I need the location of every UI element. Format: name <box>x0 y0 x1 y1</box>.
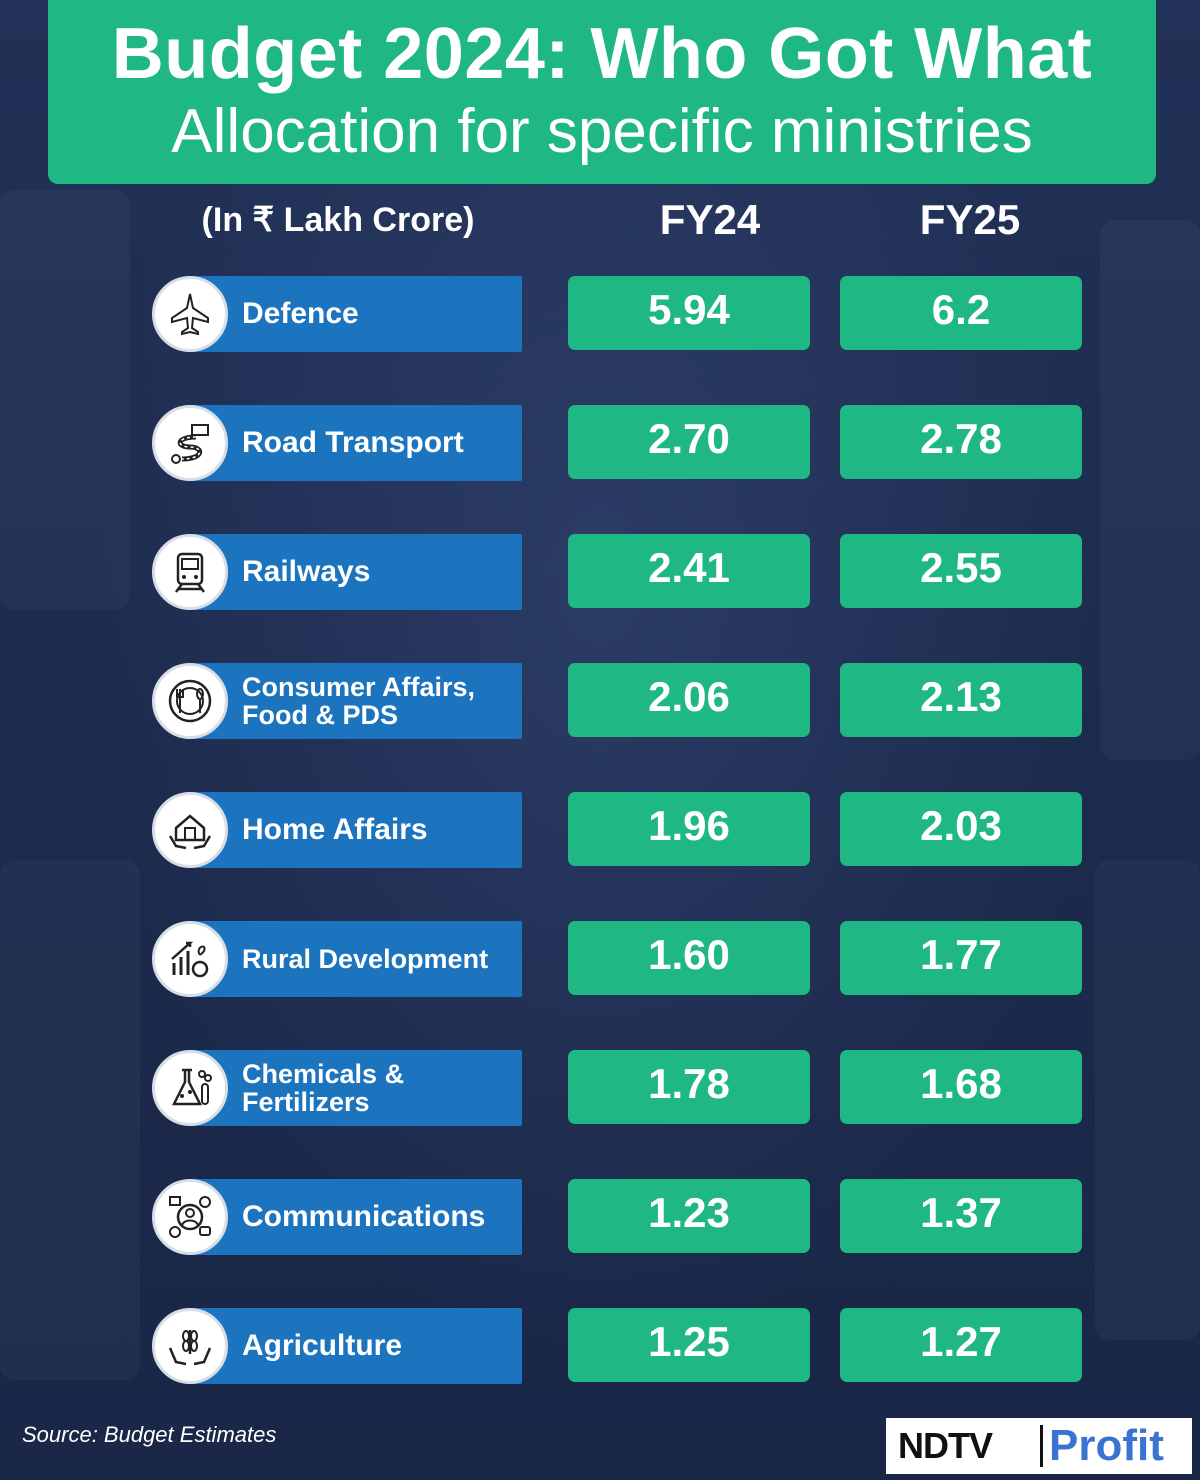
value-fy25: 2.55 <box>840 534 1082 608</box>
train-icon-graphic <box>175 552 205 593</box>
table-row: Chemicals & Fertilizers 1.78 1.68 <box>0 1050 1200 1128</box>
wheat-hands-icon-graphic <box>168 1330 212 1366</box>
fighter-jet-icon <box>152 276 228 352</box>
source-note: Source: Budget Estimates <box>22 1422 277 1447</box>
ministry-name: Railways <box>242 555 371 588</box>
fighter-jet-icon-graphic <box>171 293 209 336</box>
logo-separator <box>1040 1425 1043 1467</box>
logo-profit-text: Profit <box>1049 1421 1164 1470</box>
wheat-hands-icon <box>152 1308 228 1384</box>
value-fy25: 2.78 <box>840 405 1082 479</box>
plate-cutlery-icon <box>152 663 228 739</box>
road-truck-icon-graphic <box>171 424 209 464</box>
ministry-label-bar <box>190 921 522 997</box>
ministry-name: Defence <box>242 297 359 330</box>
value-fy25: 1.37 <box>840 1179 1082 1253</box>
ministry-label-bar <box>190 1050 522 1126</box>
value-fy25: 1.27 <box>840 1308 1082 1382</box>
table-row: Defence 5.94 6.2 <box>0 276 1200 354</box>
network-people-icon-graphic <box>169 1196 211 1238</box>
table-row: Communications 1.23 1.37 <box>0 1179 1200 1257</box>
page-title: Budget 2024: Who Got What <box>111 14 1093 94</box>
ministry-label-bar <box>190 534 522 610</box>
value-fy24: 1.78 <box>568 1050 810 1124</box>
column-header-fy25: FY25 <box>919 196 1021 243</box>
page-subtitle: Allocation for specific ministries <box>171 97 1033 166</box>
ministry-name: Communications <box>242 1200 486 1233</box>
table-row: Road Transport 2.70 2.78 <box>0 405 1200 483</box>
value-fy25: 1.68 <box>840 1050 1082 1124</box>
road-truck-icon <box>152 405 228 481</box>
value-fy25: 6.2 <box>840 276 1082 350</box>
ministry-label-bar <box>190 792 522 868</box>
column-header-fy24: FY24 <box>659 196 761 243</box>
value-fy24: 2.06 <box>568 663 810 737</box>
value-fy24: 1.25 <box>568 1308 810 1382</box>
network-people-icon <box>152 1179 228 1255</box>
value-fy24: 1.60 <box>568 921 810 995</box>
train-icon <box>152 534 228 610</box>
ndtv-profit-logo: NDTV Profit <box>886 1418 1192 1474</box>
growth-plant-icon-graphic <box>171 941 209 978</box>
value-fy24: 1.96 <box>568 792 810 866</box>
ministry-name: Road Transport <box>242 426 464 459</box>
ministry-name: Agriculture <box>242 1329 403 1362</box>
table-row: Consumer Affairs, Food & PDS 2.06 2.13 <box>0 663 1200 741</box>
value-fy24: 5.94 <box>568 276 810 350</box>
table-row: Railways 2.41 2.55 <box>0 534 1200 612</box>
table-row: Agriculture 1.25 1.27 <box>0 1308 1200 1386</box>
logo-ndtv-text: NDTV <box>898 1425 993 1466</box>
ministry-label-bar <box>190 276 522 352</box>
flask-icon <box>152 1050 228 1126</box>
value-fy24: 2.70 <box>568 405 810 479</box>
table-row: Rural Development 1.60 1.77 <box>0 921 1200 999</box>
value-fy25: 1.77 <box>840 921 1082 995</box>
ministry-name: Chemicals & Fertilizers <box>242 1059 405 1117</box>
value-fy24: 2.41 <box>568 534 810 608</box>
ministry-label-bar <box>190 1179 522 1255</box>
ministry-label-bar <box>190 663 522 739</box>
ministry-label-bar <box>190 1308 522 1384</box>
flask-icon-graphic <box>171 1068 212 1106</box>
unit-label: (In ₹ Lakh Crore) <box>201 201 475 239</box>
home-hands-icon-graphic <box>168 814 212 850</box>
table-row: Home Affairs 1.96 2.03 <box>0 792 1200 870</box>
value-fy25: 2.03 <box>840 792 1082 866</box>
value-fy25: 2.13 <box>840 663 1082 737</box>
ministry-name: Home Affairs <box>242 813 428 846</box>
growth-plant-icon <box>152 921 228 997</box>
value-fy24: 1.23 <box>568 1179 810 1253</box>
home-hands-icon <box>152 792 228 868</box>
ministry-name: Rural Development <box>242 944 489 974</box>
header-banner: Budget 2024: Who Got What Allocation for… <box>48 0 1156 184</box>
plate-cutlery-icon-graphic <box>168 679 212 723</box>
ministry-label-bar <box>190 405 522 481</box>
ministry-name: Consumer Affairs, Food & PDS <box>242 672 476 730</box>
